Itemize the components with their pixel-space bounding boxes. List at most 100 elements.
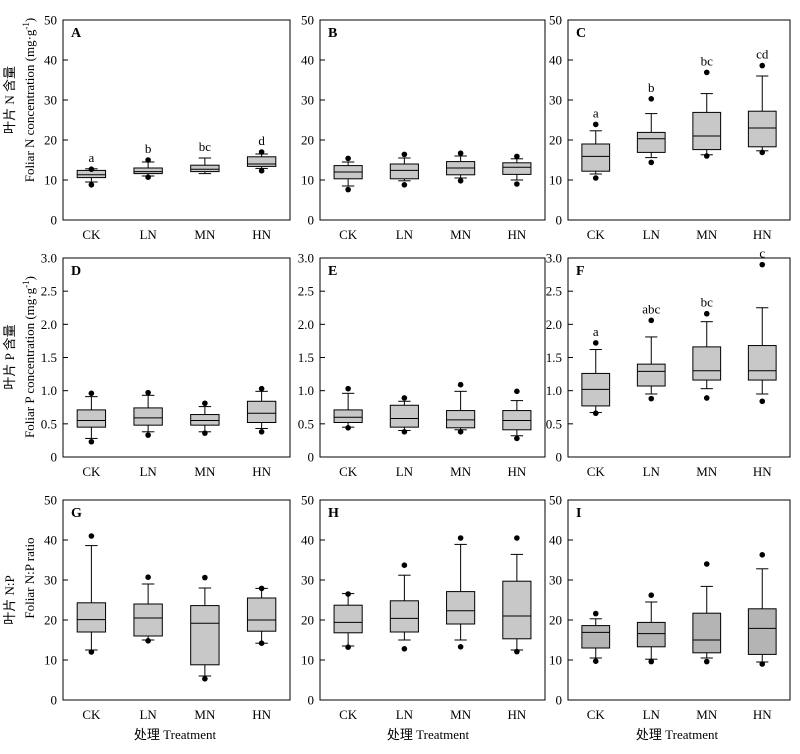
panel-i-xtick-label-ln: LN xyxy=(643,707,661,722)
panel-b-ytick-label-5: 50 xyxy=(301,13,314,28)
panel-i-box-ck-iqr xyxy=(581,625,611,649)
panel-d-ytick-label-2: 1.0 xyxy=(41,383,57,398)
panel-b-xtick-label-ln: LN xyxy=(396,227,414,242)
panel-g-ytick-label-1: 10 xyxy=(44,653,57,668)
panel-a-box-mn-sig-letter: bc xyxy=(199,139,212,154)
panel-a-ytick-label-0: 0 xyxy=(51,213,58,228)
panel-a-box-ln-outlier-0 xyxy=(145,174,151,180)
panel-d-box-hn-iqr xyxy=(246,400,277,424)
panel-h-box-ln-iqr xyxy=(389,600,419,633)
xlabel-col3: 处理 Treatment xyxy=(636,727,719,742)
panel-a-xtick-label-mn: MN xyxy=(194,227,216,242)
panel-c-ytick-label-5: 50 xyxy=(549,13,562,28)
panel-f-box-mn-outlier-1 xyxy=(703,310,710,317)
panel-c-box-hn: cd xyxy=(747,47,777,156)
panel-h-ytick-label-1: 10 xyxy=(301,653,314,668)
panel-d-box-hn-outlier-0 xyxy=(258,428,265,435)
panel-b-ytick-label-3: 30 xyxy=(301,93,314,108)
panel-a-box-ck-outlier-1 xyxy=(88,166,95,172)
panel-c-ytick-label-0: 0 xyxy=(556,213,563,228)
panel-f-ytick-label-5: 2.5 xyxy=(546,284,562,299)
panel-b-xtick-label-hn: HN xyxy=(507,227,526,242)
panel-i-ytick-label-1: 10 xyxy=(549,653,562,668)
panel-h-box-ln-outlier-0 xyxy=(401,646,408,652)
panel-h-box-ck-iqr xyxy=(333,604,363,634)
panel-g-box-ln-iqr xyxy=(133,603,163,637)
panel-g-label: G xyxy=(71,506,82,521)
panel-h-box-mn-iqr xyxy=(446,591,476,625)
panel-e-box-ck-iqr xyxy=(333,409,363,424)
panel-i-box-hn xyxy=(747,552,777,667)
panel-g-box-mn-iqr xyxy=(190,605,220,666)
panel-d-ytick-label-4: 2.0 xyxy=(41,317,57,332)
panel-i-box-ln-outlier-1 xyxy=(648,592,655,598)
panel-e-xtick-label-ln: LN xyxy=(396,464,414,479)
panel-b-box-hn xyxy=(502,153,532,187)
panel-f-label: F xyxy=(576,264,585,279)
panel-f-box-hn: c xyxy=(747,246,777,405)
panel-c-frame xyxy=(567,19,791,221)
panel-b: 0 10 20 30 40 50 B CK LN MN HN xyxy=(301,13,546,242)
panel-e-box-ck xyxy=(333,385,363,431)
panel-c-box-ln: b xyxy=(636,80,666,166)
panel-c-box-hn-outlier-1 xyxy=(759,62,766,69)
panel-f-box-ck-outlier-1 xyxy=(592,340,599,346)
panel-b-box-mn xyxy=(446,150,476,184)
panel-b-box-ck-outlier-1 xyxy=(345,155,351,162)
panel-e-box-hn xyxy=(502,388,532,442)
panel-a-ytick-label-5: 50 xyxy=(44,13,57,28)
panel-f-box-ln-sig-letter: abc xyxy=(642,301,660,316)
panel-h-box-mn xyxy=(446,535,476,650)
panel-e-ytick-label-5: 2.5 xyxy=(298,284,314,299)
panel-g-box-ck-outlier-0 xyxy=(88,649,95,655)
panel-d-ytick-label-0: 0 xyxy=(51,450,58,465)
panel-d-box-mn-outlier-1 xyxy=(202,400,208,407)
panel-a-box-hn-sig-letter: d xyxy=(258,133,265,148)
panel-f-ytick-label-1: 0.5 xyxy=(546,416,562,431)
panel-i-box-ln-outlier-0 xyxy=(648,658,655,665)
panel-g-ytick-label-2: 20 xyxy=(44,613,57,628)
panel-g-box-ln xyxy=(133,574,163,644)
panel-g-box-hn-outlier-1 xyxy=(258,585,265,592)
panel-g-box-hn-iqr xyxy=(246,597,277,632)
panel-b-ytick-label-1: 10 xyxy=(301,173,314,188)
panel-h-box-hn-iqr xyxy=(502,580,532,640)
panel-e-box-ck-outlier-0 xyxy=(345,425,351,431)
panel-h-box-ln xyxy=(389,562,419,652)
panel-a-box-hn-outlier-1 xyxy=(258,149,265,155)
panel-i-box-mn-outlier-0 xyxy=(703,658,710,665)
panel-i-box-ck-outlier-1 xyxy=(592,610,599,617)
row3-ylabel-en: Foliar N:P ratio xyxy=(22,537,37,618)
panel-f-box-mn-iqr xyxy=(692,346,722,381)
panel-d-xtick-label-ln: LN xyxy=(139,464,157,479)
panel-e-box-ln-iqr xyxy=(389,404,419,428)
panel-i-xtick-label-hn: HN xyxy=(753,707,772,722)
panel-a-box-ln-outlier-1 xyxy=(145,157,151,163)
panel-b-box-ln-outlier-0 xyxy=(401,182,408,188)
panel-b-xtick-label-mn: MN xyxy=(450,227,472,242)
panel-c-box-ln-outlier-1 xyxy=(648,96,655,102)
panel-h: 0 10 20 30 40 50 H CK LN MN HN xyxy=(301,493,546,722)
panel-f-xtick-label-ck: CK xyxy=(587,464,606,479)
panel-f-box-ln: abc xyxy=(636,301,666,402)
panel-e-box-hn-outlier-0 xyxy=(514,435,520,442)
panel-c: 0 10 20 30 40 50 Ca CK b LN bc MN cd HN xyxy=(549,13,791,242)
panel-a-frame xyxy=(62,19,291,221)
panel-h-ytick-label-4: 40 xyxy=(301,533,314,548)
panel-e-box-mn xyxy=(446,381,476,435)
panel-c-box-mn-iqr xyxy=(692,111,722,151)
panel-i-label: I xyxy=(576,506,581,521)
panel-d-box-ln-outlier-1 xyxy=(145,389,151,396)
panel-i-ytick-label-2: 20 xyxy=(549,613,562,628)
panel-e-box-ln-outlier-1 xyxy=(401,395,408,401)
panel-f-xtick-label-mn: MN xyxy=(696,464,718,479)
panel-i-box-ln xyxy=(636,592,666,665)
panel-g-ytick-label-3: 30 xyxy=(44,573,57,588)
panel-d: 0 0.5 1.0 1.5 2.0 2.5 3.0 D CK LN MN HN xyxy=(41,251,291,479)
panel-d-box-ck xyxy=(76,390,107,445)
panel-f-box-hn-iqr xyxy=(747,345,777,381)
panel-b-box-ln xyxy=(389,151,419,188)
row1-ylabel-cn: 叶片 N 含量 xyxy=(2,66,17,134)
panel-i-xtick-label-ck: CK xyxy=(587,707,606,722)
panel-f-ytick-label-2: 1.0 xyxy=(546,383,562,398)
